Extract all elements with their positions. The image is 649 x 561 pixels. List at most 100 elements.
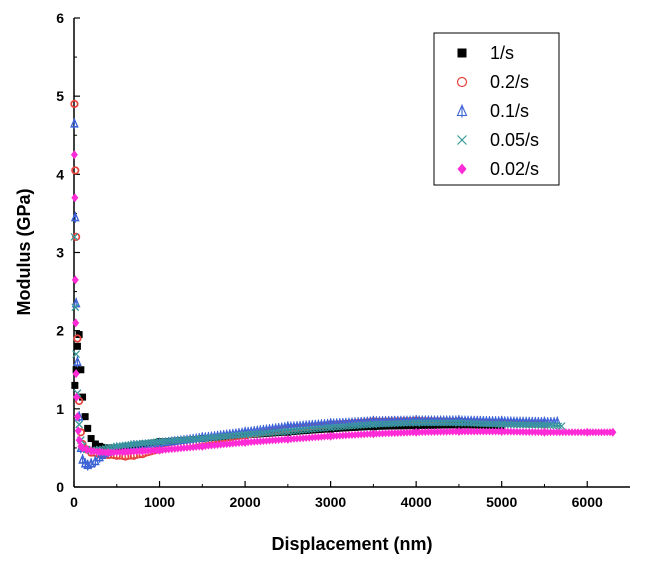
series-band-point	[507, 427, 514, 436]
data-point	[70, 99, 79, 109]
series-band-point	[443, 419, 451, 427]
series-band-point	[136, 440, 144, 447]
series-band-point	[526, 428, 533, 437]
series-band-point	[510, 421, 518, 429]
series-band-point	[537, 421, 545, 429]
series-band-point	[422, 422, 429, 429]
series-band-point	[492, 427, 499, 436]
series-band-point	[141, 439, 149, 447]
data-point	[73, 334, 82, 343]
legend-marker	[456, 104, 468, 118]
data-point	[73, 412, 81, 422]
data-point	[73, 392, 81, 402]
series-band-point	[333, 425, 340, 432]
series-band-point	[550, 428, 557, 437]
series-band-point	[565, 428, 572, 437]
data-point	[71, 166, 80, 175]
series-band-point	[556, 428, 563, 437]
series-band-point	[434, 419, 441, 427]
series-band-point	[428, 419, 435, 427]
series-band-point	[312, 427, 319, 434]
x-tick-label: 3000	[315, 494, 346, 510]
series-band-point	[483, 427, 490, 436]
legend-label: 0.1/s	[490, 101, 529, 121]
y-tick-label: 5	[56, 88, 64, 104]
series-band-point	[342, 425, 349, 432]
series-band-point	[144, 439, 152, 447]
series-band-point	[434, 427, 441, 436]
series-band-point	[513, 427, 520, 436]
data-point	[70, 150, 78, 160]
series-band-point	[153, 438, 161, 446]
data-point	[74, 426, 82, 436]
data-point	[155, 437, 164, 446]
legend-label: 0.02/s	[490, 159, 539, 179]
series-band-point	[568, 428, 575, 437]
series-band-point	[543, 421, 551, 429]
data-point	[121, 447, 129, 457]
data-point	[369, 420, 378, 429]
series-band-point	[523, 427, 530, 436]
series-band-point	[339, 425, 346, 432]
data-point	[138, 446, 146, 456]
data-point	[71, 275, 79, 285]
series-band-point	[421, 419, 429, 427]
data-point	[73, 342, 81, 350]
data-point	[540, 421, 549, 430]
data-point	[72, 369, 80, 379]
series-band-point	[349, 424, 355, 431]
data-point	[72, 318, 80, 328]
y-tick-label: 0	[56, 479, 64, 495]
series-band-point	[516, 421, 524, 429]
data-point	[369, 429, 377, 439]
data-point	[72, 350, 81, 359]
series-band-point	[419, 422, 426, 429]
x-tick-label: 1000	[144, 494, 175, 510]
series-band-point	[575, 428, 582, 437]
data-point	[71, 381, 79, 389]
legend-label: 0.05/s	[490, 130, 539, 150]
series-band-point	[480, 427, 487, 436]
series-band-point	[525, 421, 533, 429]
series-band-point	[465, 427, 472, 436]
series-band-point	[468, 427, 475, 436]
data-point	[71, 303, 80, 312]
data-point	[497, 420, 506, 429]
series-band-point	[513, 421, 521, 429]
data-point	[552, 416, 562, 428]
series-band-point	[572, 428, 579, 437]
data-point	[198, 434, 207, 443]
series-4	[70, 150, 617, 458]
series-band-point	[474, 427, 481, 436]
series-band-point	[562, 428, 569, 437]
series-band-point	[446, 419, 454, 427]
data-point	[284, 434, 292, 444]
series-band-point	[315, 427, 322, 434]
data-point	[75, 420, 84, 429]
series-band-point	[318, 426, 325, 433]
data-point	[540, 427, 548, 437]
data-point	[91, 440, 99, 448]
series-band-point	[449, 427, 456, 436]
series-band-point	[553, 428, 560, 437]
series-band-point	[449, 419, 457, 427]
series-band-point	[422, 428, 429, 437]
data-point	[71, 193, 79, 203]
y-tick-label: 3	[56, 245, 64, 261]
data-point	[83, 459, 93, 471]
data-point	[79, 393, 87, 401]
data-point	[96, 447, 104, 457]
series-band-point	[300, 428, 307, 435]
y-tick-label: 4	[56, 166, 64, 182]
legend-label: 1/s	[490, 43, 514, 63]
series-band-point	[418, 419, 426, 427]
series-band-point	[309, 427, 316, 434]
series-band-point	[452, 419, 460, 427]
data-point	[412, 418, 421, 427]
series-band-point	[552, 422, 560, 430]
data-point	[81, 413, 89, 421]
y-ticks: 0 1 2 3 4 5 6	[56, 10, 80, 495]
series-band-point	[147, 439, 155, 446]
series-band-point	[504, 427, 511, 436]
data-point	[241, 430, 250, 439]
